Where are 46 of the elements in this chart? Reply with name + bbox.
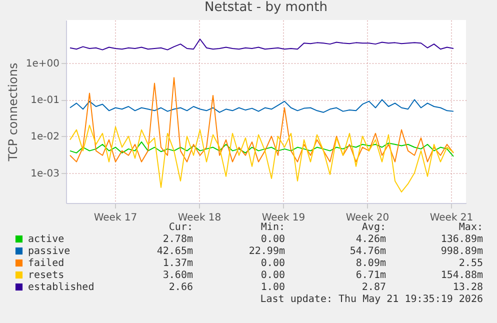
line-series: [70, 124, 454, 192]
text: Last update: Thu May 21 19:35:19 2026: [259, 294, 483, 306]
legend-label: failed: [28, 258, 64, 269]
chart-title: Netstat - by month: [204, 0, 328, 15]
x-tick-label: Week 20: [346, 212, 390, 224]
text: Avg:: [360, 222, 386, 234]
x-tick-label: Week 18: [178, 212, 222, 224]
text: 136.89m: [440, 234, 483, 246]
text: Cur:: [168, 222, 193, 234]
text: 22.99m: [248, 246, 285, 258]
text: 4.26m: [354, 234, 386, 246]
x-tick-label: Week 19: [262, 212, 306, 224]
line-series: [70, 99, 454, 113]
text: 54.76m: [348, 246, 386, 258]
text: 13.28: [452, 282, 483, 294]
legend-label: passive: [28, 246, 70, 257]
text: Max:: [458, 222, 483, 234]
line-series: [70, 38, 454, 50]
line-series: [70, 141, 454, 157]
y-tick-label: 1e+00: [26, 58, 60, 70]
text: 2.66: [168, 282, 193, 294]
text: 2.87: [360, 282, 386, 294]
text: 8.09m: [354, 258, 386, 270]
text: Min:: [260, 222, 285, 234]
text: 3.60m: [162, 270, 193, 282]
legend-label: active: [28, 234, 64, 245]
text: 6.71m: [354, 270, 386, 282]
text: 154.88m: [440, 270, 483, 282]
x-tick-label: Week 17: [94, 212, 138, 224]
y-tick-label: 1e-03: [30, 168, 60, 180]
text: 2.78m: [162, 234, 193, 246]
line-series: [70, 77, 454, 162]
text: 0.00: [260, 270, 285, 282]
y-tick-label: 1e-02: [30, 132, 60, 143]
legend-label: resets: [28, 270, 64, 281]
text: 1.37m: [162, 258, 193, 270]
text: 0.00: [260, 258, 285, 270]
y-tick-label: 1e-01: [30, 95, 60, 106]
y-axis-title: TCP connections: [6, 62, 20, 162]
x-tick-label: Week 21: [430, 212, 474, 224]
text: 42.65m: [156, 246, 193, 258]
text: 2.55: [458, 258, 483, 270]
text: 998.89m: [440, 246, 483, 258]
text: 0.00: [260, 234, 285, 246]
text: 1.00: [260, 282, 285, 294]
legend-label: established: [28, 282, 94, 293]
